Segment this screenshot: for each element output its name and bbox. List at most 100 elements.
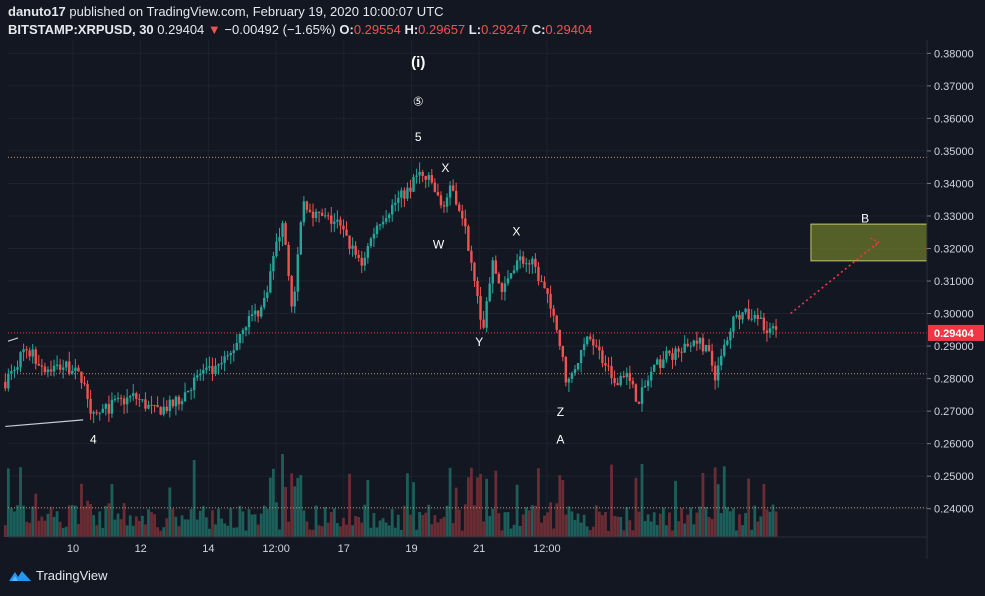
candle-body <box>323 215 327 217</box>
wave-label: 4 <box>90 433 97 447</box>
volume-bar <box>70 505 74 537</box>
tradingview-footer[interactable]: TradingView <box>8 568 108 583</box>
volume-bar <box>281 454 284 537</box>
candle-body <box>397 197 400 203</box>
volume-bar <box>637 511 641 537</box>
price-tick-label: 0.34000 <box>934 178 974 190</box>
volume-bar <box>695 512 699 537</box>
volume-bar <box>658 513 662 537</box>
volume-bar <box>308 529 312 537</box>
volume-bar <box>390 509 394 537</box>
symbol-name[interactable]: BITSTAMP:XRPUSD, 30 <box>8 22 154 37</box>
volume-bar <box>369 527 373 537</box>
volume-bar <box>735 530 738 537</box>
candle-body <box>494 260 497 274</box>
volume-bar <box>348 473 351 537</box>
volume-bar <box>406 473 409 537</box>
time-tick-label: 10 <box>67 543 79 555</box>
volume-bar <box>719 513 723 537</box>
volume-bar <box>710 518 714 537</box>
volume-bar <box>689 507 693 537</box>
volume-bar <box>3 525 7 537</box>
volume-bar <box>116 513 120 537</box>
volume-bar <box>217 508 220 537</box>
target-box-layer[interactable] <box>790 223 941 315</box>
candle-body <box>141 399 144 401</box>
publisher-name[interactable]: danuto17 <box>8 4 66 19</box>
volume-bar <box>363 504 367 537</box>
volume-bar <box>326 522 330 537</box>
volume-bar <box>622 530 626 537</box>
candle-body <box>710 350 714 366</box>
candle-body <box>37 364 41 366</box>
volume-bar <box>137 520 141 537</box>
candle-body <box>278 237 281 242</box>
candle-body <box>7 373 10 389</box>
volume-bar <box>381 518 385 537</box>
time-tick-label: 19 <box>405 543 417 555</box>
candle-body <box>314 211 318 218</box>
volume-bar <box>278 529 281 537</box>
volume-bar <box>232 527 236 537</box>
candle-body <box>189 390 193 392</box>
volume-bar <box>604 512 607 537</box>
volume-bar <box>716 484 720 537</box>
volume-bar <box>744 513 747 537</box>
candle-body <box>497 273 501 284</box>
candle-body <box>726 340 729 345</box>
candle-body <box>394 202 397 205</box>
candle-body <box>144 399 147 409</box>
candle-body <box>378 224 382 226</box>
volume-bar <box>329 512 333 537</box>
candle-body <box>415 175 418 177</box>
candle-body <box>25 349 28 351</box>
axes[interactable]: 0.24000 0.25000 0.26000 0.27000 0.28000 0.290… <box>8 0 985 596</box>
volume-bar <box>664 525 668 537</box>
volume-bar <box>555 503 559 537</box>
volume-bar <box>360 522 364 537</box>
volume-bar <box>579 522 583 537</box>
candle-body <box>677 348 680 352</box>
volume-bar <box>591 526 595 537</box>
volume-bar <box>597 511 601 537</box>
volume-bar <box>238 505 242 537</box>
volume-bar <box>268 477 272 537</box>
volume-bar <box>530 505 534 537</box>
volume-bar <box>491 508 495 537</box>
candle-body <box>601 350 604 364</box>
candle-body <box>49 369 53 372</box>
volume-bar <box>393 527 397 537</box>
candle-body <box>52 365 56 372</box>
candle-body <box>110 399 114 414</box>
volume-bar <box>387 525 391 537</box>
volume-bar <box>384 522 388 537</box>
candle-body <box>403 190 406 199</box>
volume-bar <box>421 515 425 537</box>
volume-bar <box>311 529 315 537</box>
footer-brand: TradingView <box>36 568 108 583</box>
candle-body <box>741 312 744 320</box>
volume-bar <box>302 510 306 537</box>
volume-bar <box>345 524 348 537</box>
volume-bar <box>192 459 196 537</box>
volume-bar <box>680 508 684 537</box>
volume-bar <box>168 487 172 537</box>
volume-bar <box>92 515 96 537</box>
candle-body <box>753 314 756 319</box>
volume-bar <box>61 527 65 537</box>
candle-body <box>369 238 373 247</box>
candle-body <box>723 344 726 356</box>
candle-body <box>610 366 613 379</box>
candle-body <box>351 245 354 249</box>
volume-bar <box>159 530 163 537</box>
volume-bar <box>738 514 741 537</box>
volume-bar <box>500 530 504 537</box>
last-price-badge-label: 0.29404 <box>934 328 975 340</box>
volume-bar <box>378 520 382 537</box>
candle-body <box>384 218 388 222</box>
candle-body <box>275 241 278 257</box>
candle-body <box>607 365 610 367</box>
candle-body <box>442 205 446 207</box>
volume-bar <box>214 524 217 537</box>
